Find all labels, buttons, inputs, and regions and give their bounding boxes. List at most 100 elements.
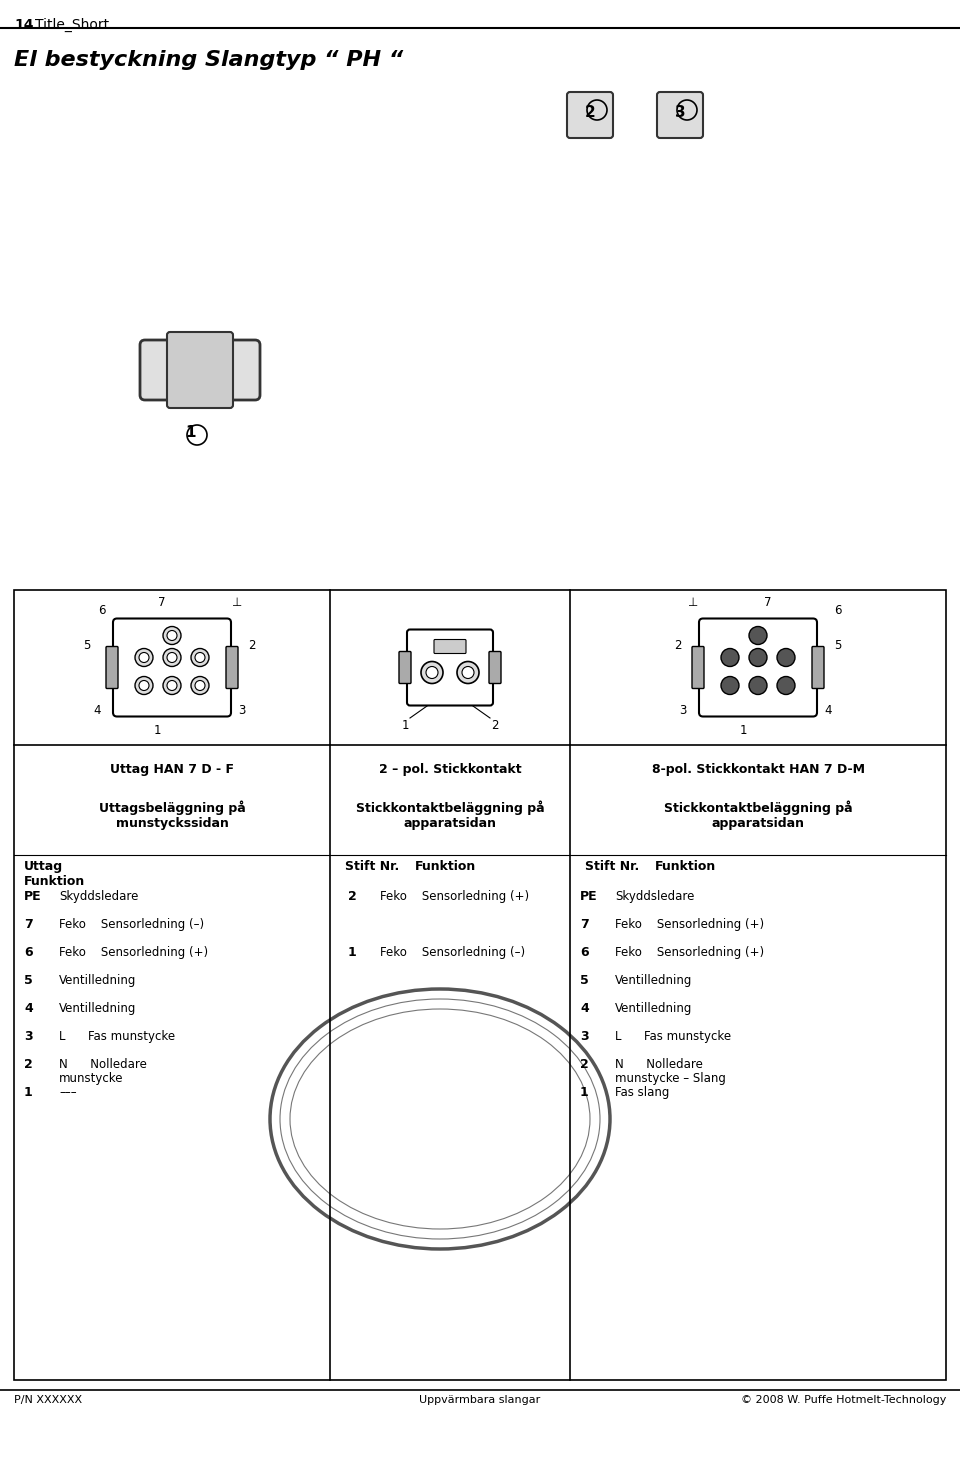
Text: Uttag
Funktion: Uttag Funktion (24, 859, 85, 889)
Circle shape (191, 677, 209, 694)
Text: PE: PE (24, 890, 41, 903)
Text: 2: 2 (348, 890, 357, 903)
Circle shape (457, 661, 479, 683)
FancyBboxPatch shape (812, 646, 824, 689)
Circle shape (749, 626, 767, 645)
Text: 1: 1 (739, 724, 747, 737)
FancyBboxPatch shape (434, 639, 466, 654)
Text: Ventilledning: Ventilledning (615, 975, 692, 986)
Text: 2 – pol. Stickkontakt: 2 – pol. Stickkontakt (378, 763, 521, 776)
Text: © 2008 W. Puffe Hotmelt-Technology: © 2008 W. Puffe Hotmelt-Technology (740, 1395, 946, 1405)
Text: Ventilledning: Ventilledning (59, 1002, 136, 1015)
Text: Stickkontaktbeläggning på
apparatsidan: Stickkontaktbeläggning på apparatsidan (356, 800, 544, 830)
Circle shape (749, 677, 767, 694)
Text: 2: 2 (674, 639, 682, 652)
Text: L      Fas munstycke: L Fas munstycke (615, 1030, 732, 1043)
FancyBboxPatch shape (167, 333, 233, 409)
Text: N      Nolledare: N Nolledare (615, 1058, 703, 1071)
Text: Ventilledning: Ventilledning (59, 975, 136, 986)
FancyBboxPatch shape (407, 629, 493, 706)
Circle shape (135, 677, 153, 694)
Text: Skyddsledare: Skyddsledare (59, 890, 138, 903)
Text: 2: 2 (492, 718, 499, 731)
Text: 1: 1 (185, 425, 196, 441)
Text: Funktion: Funktion (415, 859, 476, 872)
Text: 1: 1 (580, 1085, 588, 1099)
Circle shape (167, 630, 177, 641)
FancyBboxPatch shape (657, 92, 703, 139)
Text: Title_Short: Title_Short (35, 18, 109, 32)
Text: 1: 1 (401, 718, 409, 731)
Text: 1: 1 (24, 1085, 33, 1099)
Text: 4: 4 (24, 1002, 33, 1015)
Text: 7: 7 (764, 595, 772, 608)
Text: 3: 3 (675, 105, 685, 120)
Text: Feko    Sensorledning (+): Feko Sensorledning (+) (615, 945, 764, 959)
FancyBboxPatch shape (699, 619, 817, 716)
Text: Ventilledning: Ventilledning (615, 1002, 692, 1015)
Circle shape (777, 648, 795, 667)
Circle shape (721, 648, 739, 667)
Circle shape (163, 648, 181, 667)
Text: 2: 2 (249, 639, 255, 652)
Text: 4: 4 (93, 703, 101, 716)
Text: Stickkontaktbeläggning på
apparatsidan: Stickkontaktbeläggning på apparatsidan (663, 800, 852, 830)
Text: Feko    Sensorledning (–): Feko Sensorledning (–) (380, 945, 525, 959)
Circle shape (135, 648, 153, 667)
Text: 14: 14 (14, 18, 34, 32)
Text: 3: 3 (24, 1030, 33, 1043)
Text: 2: 2 (580, 1058, 588, 1071)
FancyBboxPatch shape (489, 652, 501, 683)
FancyBboxPatch shape (226, 646, 238, 689)
Text: Stift Nr.: Stift Nr. (345, 859, 399, 872)
Text: PE: PE (580, 890, 598, 903)
Text: 6: 6 (834, 604, 842, 617)
Text: 2: 2 (585, 105, 596, 120)
Text: munstycke – Slang: munstycke – Slang (615, 1072, 726, 1085)
Text: 7: 7 (24, 918, 33, 931)
Text: 3: 3 (580, 1030, 588, 1043)
Text: 1: 1 (348, 945, 357, 959)
Circle shape (195, 652, 205, 662)
Circle shape (139, 652, 149, 662)
Text: 3: 3 (238, 703, 246, 716)
Text: munstycke: munstycke (59, 1072, 124, 1085)
Text: El bestyckning Slangtyp “ PH “: El bestyckning Slangtyp “ PH “ (14, 50, 403, 70)
Text: 6: 6 (98, 604, 106, 617)
Circle shape (167, 652, 177, 662)
Circle shape (721, 677, 739, 694)
Text: Uttag HAN 7 D - F: Uttag HAN 7 D - F (110, 763, 234, 776)
Text: Skyddsledare: Skyddsledare (615, 890, 694, 903)
Text: Uttagsbeläggning på
munstyckssidan: Uttagsbeläggning på munstyckssidan (99, 800, 246, 830)
Text: Funktion: Funktion (655, 859, 716, 872)
Text: 5: 5 (580, 975, 588, 986)
FancyBboxPatch shape (567, 92, 613, 139)
FancyBboxPatch shape (106, 646, 118, 689)
Text: 1: 1 (154, 724, 160, 737)
Text: N      Nolledare: N Nolledare (59, 1058, 147, 1071)
Text: 4: 4 (825, 703, 831, 716)
Text: Feko    Sensorledning (–): Feko Sensorledning (–) (59, 918, 204, 931)
FancyBboxPatch shape (399, 652, 411, 683)
Text: Feko    Sensorledning (+): Feko Sensorledning (+) (59, 945, 208, 959)
Text: 3: 3 (680, 703, 686, 716)
Text: 5: 5 (84, 639, 90, 652)
Text: 8-pol. Stickkontakt HAN 7 D-M: 8-pol. Stickkontakt HAN 7 D-M (652, 763, 865, 776)
Circle shape (195, 680, 205, 690)
Text: L      Fas munstycke: L Fas munstycke (59, 1030, 175, 1043)
FancyBboxPatch shape (140, 340, 260, 400)
Circle shape (163, 626, 181, 645)
Text: –––: ––– (59, 1085, 77, 1099)
Text: Feko    Sensorledning (+): Feko Sensorledning (+) (615, 918, 764, 931)
Circle shape (167, 680, 177, 690)
Text: Feko    Sensorledning (+): Feko Sensorledning (+) (380, 890, 529, 903)
Text: 6: 6 (24, 945, 33, 959)
Text: Stift Nr.: Stift Nr. (585, 859, 639, 872)
Text: 5: 5 (834, 639, 842, 652)
Text: ⊥: ⊥ (232, 595, 242, 608)
Text: Uppvärmbara slangar: Uppvärmbara slangar (420, 1395, 540, 1405)
Text: 5: 5 (24, 975, 33, 986)
Text: Fas slang: Fas slang (615, 1085, 669, 1099)
Text: 2: 2 (24, 1058, 33, 1071)
FancyBboxPatch shape (692, 646, 704, 689)
